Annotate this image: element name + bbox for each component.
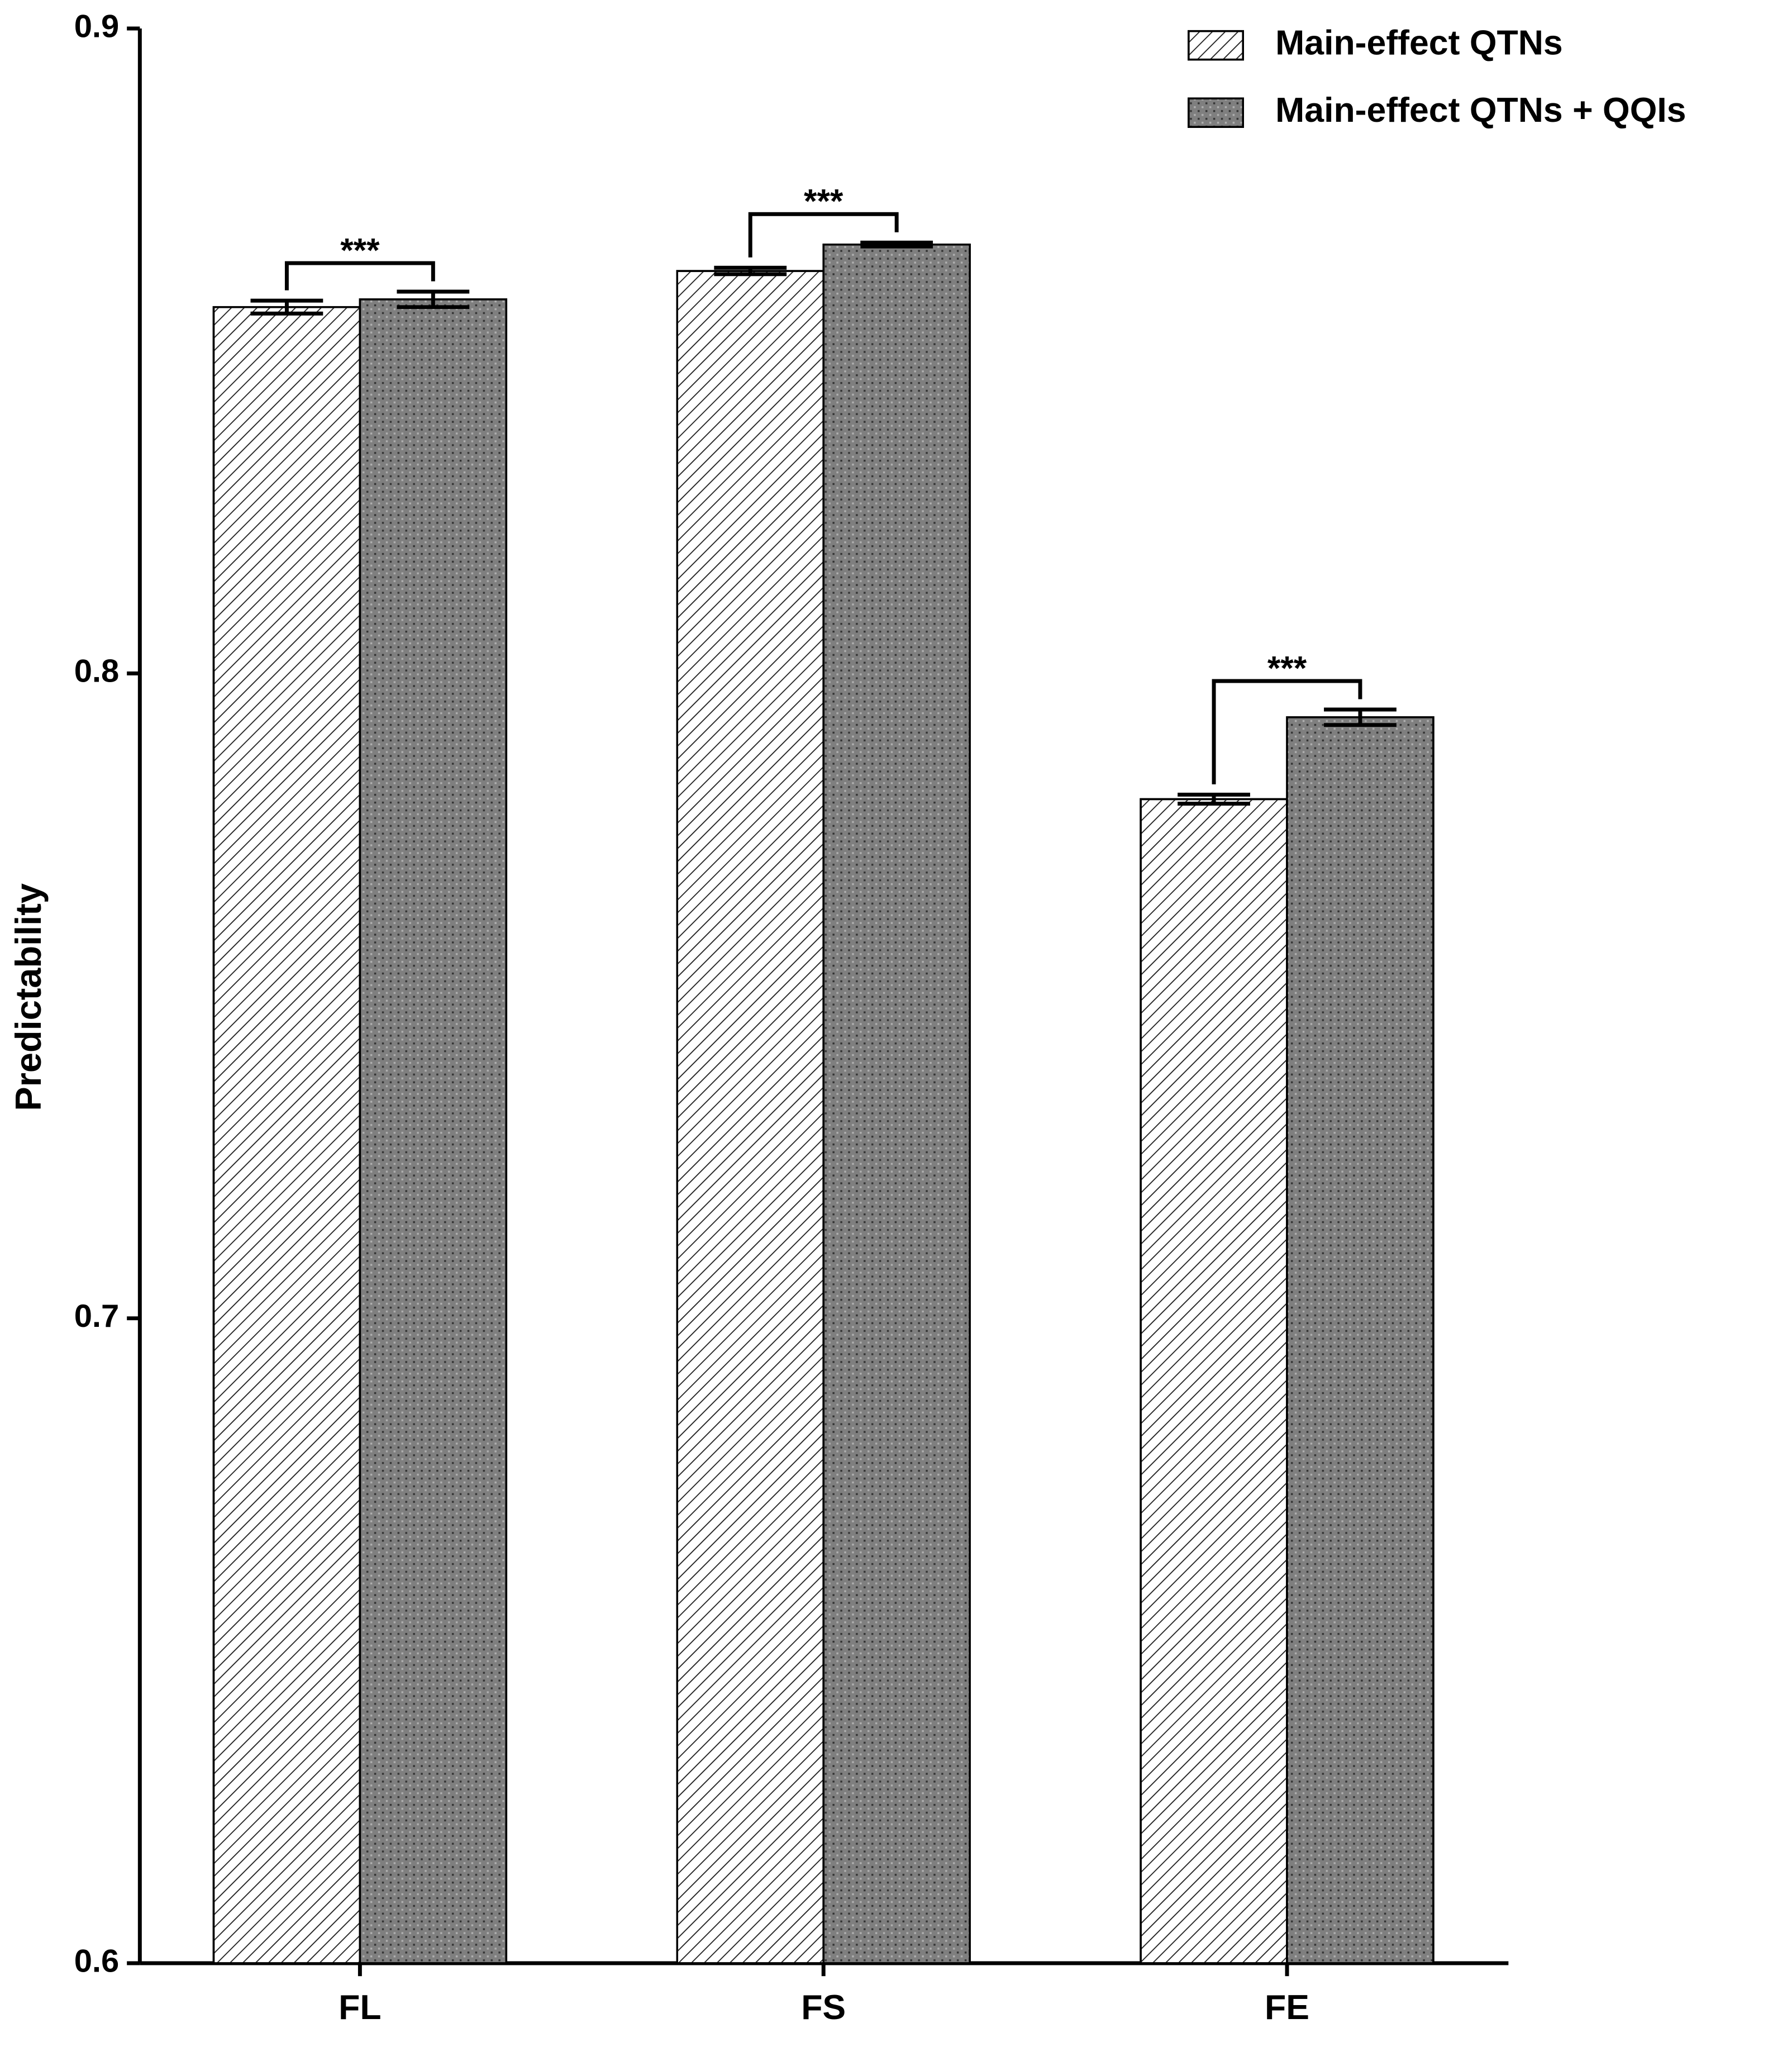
- significance-label: ***: [1267, 649, 1307, 687]
- y-tick-label: 0.8: [74, 654, 120, 689]
- bar-pattern: [1286, 716, 1434, 1964]
- bar-pattern: [676, 270, 824, 1964]
- legend-swatch-pattern: [1188, 97, 1244, 128]
- x-tick-label: FL: [339, 1988, 381, 2027]
- error-bar: [714, 265, 787, 277]
- x-tick-label: FE: [1265, 1988, 1309, 2027]
- bar-pattern: [212, 306, 361, 1964]
- bar-pattern: [822, 243, 971, 1964]
- y-tick-label: 0.9: [74, 8, 120, 44]
- legend-label: Main-effect QTNs + QQIs: [1275, 91, 1686, 130]
- error-bar: [1178, 792, 1250, 806]
- legend-swatch-pattern: [1188, 30, 1244, 61]
- y-axis-label: Predictability: [8, 883, 49, 1111]
- significance-label: ***: [340, 231, 380, 269]
- legend-label: Main-effect QTNs: [1275, 23, 1563, 63]
- significance-bracket: [1212, 679, 1362, 784]
- significance-bracket: [284, 261, 435, 291]
- y-tick-label: 0.7: [74, 1298, 120, 1334]
- x-tick-label: FS: [801, 1988, 846, 2027]
- bar-pattern: [1140, 798, 1288, 1964]
- bar-pattern: [359, 298, 508, 1964]
- significance-bracket: [748, 212, 899, 258]
- error-bar: [1324, 707, 1397, 727]
- error-bar: [860, 240, 933, 249]
- significance-label: ***: [804, 182, 843, 220]
- error-bar: [397, 289, 470, 310]
- y-tick-label: 0.6: [74, 1943, 120, 1979]
- error-bar: [250, 298, 323, 316]
